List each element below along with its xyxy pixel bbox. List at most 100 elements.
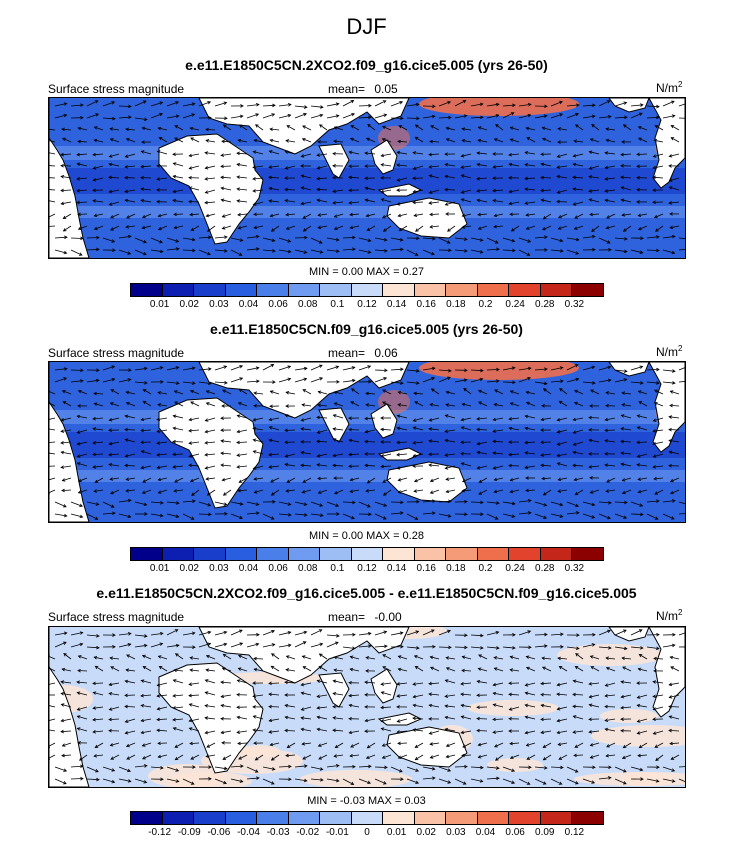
wind-arrow	[614, 646, 627, 650]
wind-arrow	[205, 679, 216, 684]
wind-arrow-head	[574, 215, 579, 219]
wind-arrow-head	[432, 776, 436, 780]
wind-arrow	[253, 715, 264, 720]
wind-arrow-head	[462, 479, 466, 483]
wind-arrow-head	[333, 226, 338, 230]
wind-arrow-head	[636, 200, 640, 204]
wind-arrow-head	[477, 126, 482, 130]
wind-arrow-head	[669, 655, 674, 660]
wind-arrow-head	[175, 239, 180, 243]
wind-arrow-head	[300, 186, 305, 190]
wind-arrow-head	[319, 377, 324, 381]
wind-arrow	[102, 101, 115, 107]
wind-arrow-head	[445, 212, 449, 216]
colorbar-swatch	[509, 812, 541, 824]
wind-arrow-head	[319, 113, 324, 118]
wind-arrow-head	[111, 779, 116, 784]
wind-arrow-head	[108, 162, 113, 167]
wind-arrow-head	[268, 186, 273, 191]
wind-arrow-head	[527, 113, 532, 118]
wind-arrow	[246, 236, 259, 239]
wind-arrow	[294, 641, 307, 648]
wind-arrow	[54, 778, 67, 785]
wind-arrow-head	[397, 741, 401, 746]
wind-arrow-head	[92, 199, 97, 203]
wind-arrow	[430, 125, 440, 131]
wind-arrow-head	[476, 679, 481, 684]
wind-arrow	[470, 116, 484, 119]
wind-arrow-head	[92, 416, 96, 421]
wind-arrow	[239, 388, 248, 395]
wind-arrow	[502, 778, 515, 784]
wind-arrow	[374, 501, 387, 507]
wind-arrow-head	[509, 668, 514, 672]
wind-arrow-head	[220, 704, 225, 708]
wind-arrow-head	[205, 654, 210, 659]
wind-arrow-head	[525, 476, 529, 480]
wind-arrow-head	[428, 201, 433, 205]
wind-arrow	[637, 730, 648, 734]
wind-arrow	[494, 138, 504, 143]
wind-arrow-head	[592, 632, 596, 637]
wind-arrow	[158, 655, 168, 660]
wind-arrow-head	[605, 138, 610, 143]
wind-arrow-head	[303, 105, 308, 109]
wind-arrow	[518, 500, 531, 503]
wind-arrow	[605, 682, 616, 687]
wind-arrow-head	[125, 668, 130, 672]
wind-arrow	[49, 200, 56, 203]
wind-arrow	[246, 766, 259, 773]
wind-arrow-head	[126, 756, 131, 760]
wind-arrow	[94, 139, 104, 143]
panel-1-mean-label: mean=	[328, 82, 366, 96]
wind-arrow-head	[318, 240, 323, 244]
wind-arrow-head	[92, 717, 96, 722]
wind-arrow-head	[269, 390, 274, 394]
wind-arrow-head	[236, 414, 241, 418]
wind-arrow-head	[285, 655, 290, 659]
wind-arrow	[534, 381, 547, 385]
wind-arrow	[342, 366, 355, 371]
wind-arrow	[534, 115, 547, 119]
wind-arrow	[653, 453, 664, 458]
wind-arrow	[430, 754, 440, 759]
panel-3-minmax: MIN = -0.03 MAX = 0.03	[307, 795, 426, 807]
wind-arrow	[652, 176, 664, 179]
wind-arrow-head	[287, 502, 292, 506]
wind-arrow	[109, 464, 120, 467]
wind-arrow-head	[396, 178, 401, 182]
wind-arrow	[141, 188, 152, 191]
wind-arrow-head	[334, 744, 339, 749]
wind-arrow	[294, 105, 307, 108]
wind-arrow-head	[476, 176, 480, 181]
wind-arrow-head	[108, 463, 113, 467]
wind-arrow-head	[447, 101, 451, 105]
wind-arrow-head	[494, 744, 498, 748]
wind-arrow	[294, 765, 307, 768]
wind-arrow	[398, 391, 408, 395]
wind-arrow	[582, 366, 595, 371]
wind-arrow	[572, 705, 584, 708]
wind-arrow	[54, 641, 67, 648]
wind-arrow-head	[255, 235, 260, 239]
wind-arrow	[190, 669, 200, 672]
wind-arrow	[445, 439, 456, 443]
wind-arrow-head	[509, 755, 514, 759]
wind-arrow-head	[556, 418, 561, 422]
wind-arrow	[366, 404, 376, 407]
wind-arrow	[476, 429, 488, 431]
wind-arrow	[415, 225, 424, 232]
wind-arrow	[286, 391, 296, 395]
wind-arrow	[350, 668, 360, 672]
panel-3-colorbar	[130, 811, 604, 825]
wind-arrow	[364, 441, 376, 443]
wind-arrow-head	[332, 438, 337, 442]
wind-arrow-head	[220, 164, 224, 169]
wind-arrow	[445, 694, 456, 697]
wind-arrow-head	[605, 226, 610, 230]
wind-arrow	[61, 704, 72, 708]
wind-arrow-head	[589, 655, 594, 659]
wind-arrow	[460, 682, 472, 685]
wind-arrow	[573, 754, 584, 756]
wind-arrow-head	[224, 116, 228, 120]
